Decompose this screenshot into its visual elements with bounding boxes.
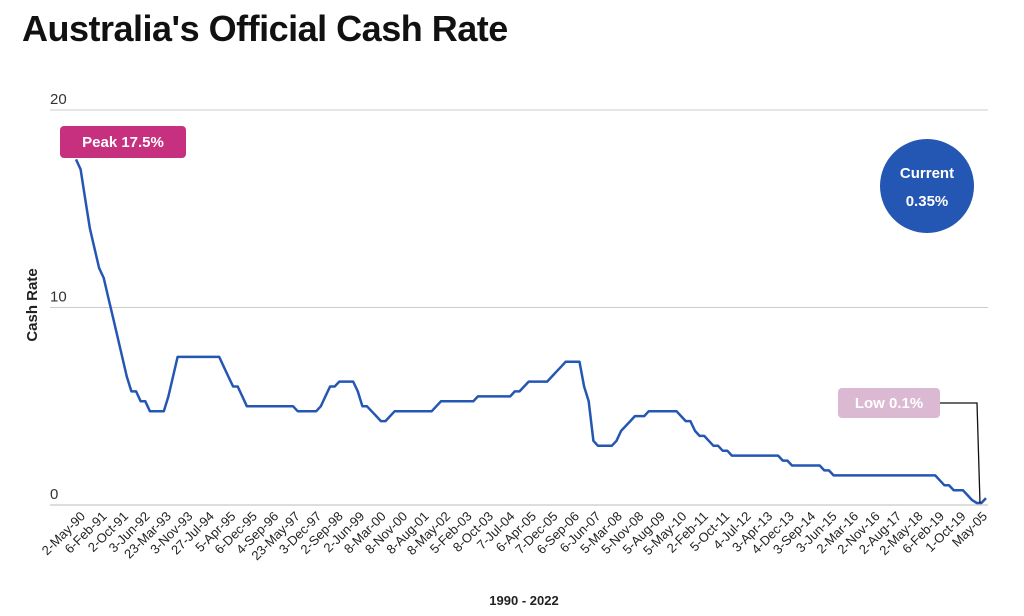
peak-annotation: Peak 17.5% [60,126,186,158]
x-axis-ticks: 2-May-906-Feb-912-Oct-913-Jun-9223-Mar-9… [39,509,990,564]
current-label: Current [900,165,954,182]
current-annotation: Current 0.35% [880,139,974,233]
low-annotation: Low 0.1% [838,388,981,504]
cash-rate-line [74,158,987,505]
peak-label: Peak 17.5% [82,134,164,151]
low-label: Low 0.1% [855,395,923,412]
y-tick-label: 20 [50,91,67,108]
y-axis-ticks: 0 10 20 [50,91,67,503]
y-tick-label: 0 [50,486,58,503]
gridlines [50,109,988,506]
peak-label-box [60,126,186,158]
current-value: 0.35% [906,193,949,210]
x-axis-label: 1990 - 2022 [489,593,558,608]
y-axis-label: Cash Rate [24,268,41,341]
low-leader-line [940,402,981,504]
current-rate-bubble [880,139,974,233]
chart-title: Australia's Official Cash Rate [22,8,508,49]
y-tick-label: 10 [50,289,67,306]
low-label-box [838,388,940,418]
